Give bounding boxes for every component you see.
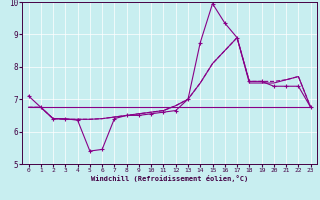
X-axis label: Windchill (Refroidissement éolien,°C): Windchill (Refroidissement éolien,°C) [91, 175, 248, 182]
